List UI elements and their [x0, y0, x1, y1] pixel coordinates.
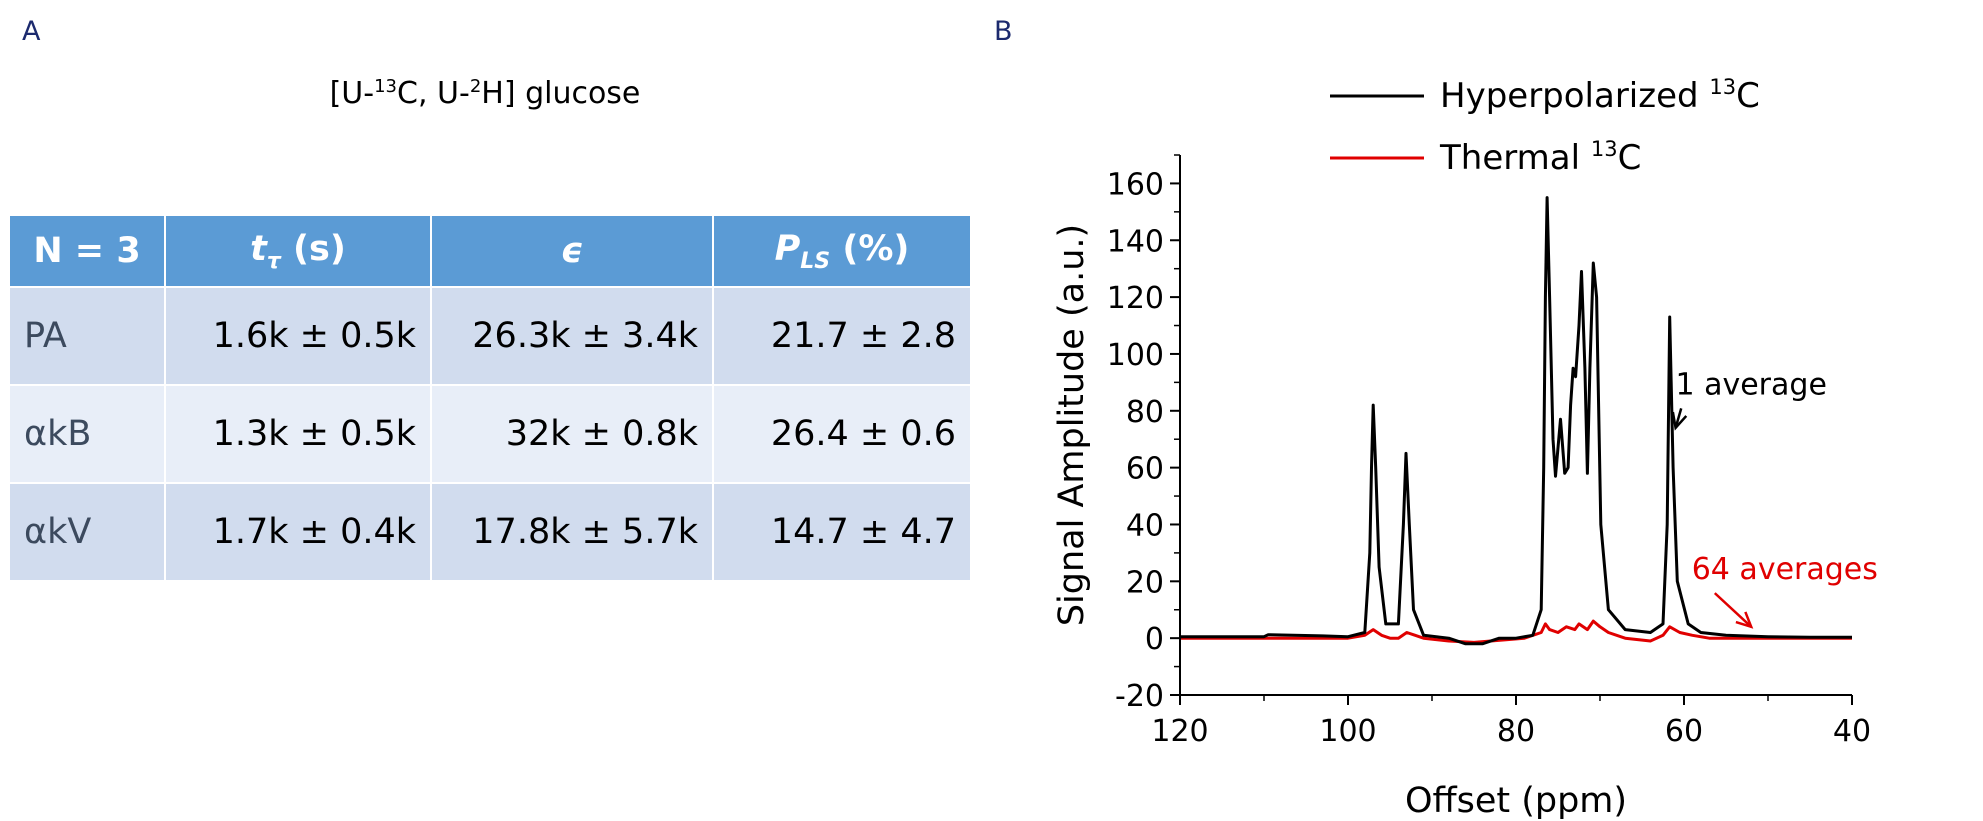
row-label: αkV: [8, 482, 166, 582]
panel-label-a: A: [22, 16, 41, 47]
annotation-label: 64 averages: [1692, 552, 1878, 587]
series-line-1: [1180, 619, 1852, 644]
annotation-arrowhead: [1735, 611, 1754, 629]
results-table: N = 3 tτ (s) ϵ PLS (%) PA 1.6k ± 0.5k 26…: [8, 214, 972, 582]
annotation-arrow: [1713, 592, 1753, 628]
y-tick-label: 140: [1107, 224, 1164, 259]
cell-epsilon: 26.3k ± 3.4k: [430, 286, 714, 386]
y-tick-label: 0: [1145, 622, 1164, 657]
table-row: αkV 1.7k ± 0.4k 17.8k ± 5.7k 14.7 ± 4.7: [8, 482, 972, 582]
x-tick-label: 60: [1665, 714, 1703, 749]
cell-p-ls: 14.7 ± 4.7: [712, 482, 972, 582]
x-tick-label: 120: [1151, 714, 1208, 749]
cell-p-ls: 21.7 ± 2.8: [712, 286, 972, 386]
x-tick-label: 80: [1497, 714, 1535, 749]
y-tick-label: 160: [1107, 167, 1164, 202]
y-tick-label: -20: [1115, 679, 1164, 714]
header-epsilon: ϵ: [430, 214, 714, 288]
table-header-row: N = 3 tτ (s) ϵ PLS (%): [8, 214, 972, 288]
title-post: H] glucose: [481, 76, 641, 111]
annotation-arrowhead: [1671, 411, 1688, 431]
cell-t-tau: 1.7k ± 0.4k: [164, 482, 432, 582]
legend-label: Hyperpolarized 13C: [1440, 75, 1760, 116]
cell-t-tau: 1.6k ± 0.5k: [164, 286, 432, 386]
cell-p-ls: 26.4 ± 0.6: [712, 384, 972, 484]
series-line-0: [1180, 196, 1852, 646]
title-sup1: 13: [374, 76, 397, 97]
cell-epsilon: 17.8k ± 5.7k: [430, 482, 714, 582]
title-pre: [U-: [329, 76, 375, 111]
y-tick-label: 60: [1126, 452, 1164, 487]
table-row: PA 1.6k ± 0.5k 26.3k ± 3.4k 21.7 ± 2.8: [8, 286, 972, 386]
header-n: N = 3: [8, 214, 166, 288]
legend-label: Thermal 13C: [1439, 137, 1641, 178]
x-tick-label: 40: [1833, 714, 1871, 749]
row-label: αkB: [8, 384, 166, 484]
y-axis-label: Signal Amplitude (a.u.): [1052, 224, 1092, 626]
row-label: PA: [8, 286, 166, 386]
title-sup2: 2: [469, 76, 482, 97]
annotation-label: 1 average: [1675, 367, 1826, 402]
x-axis-label: Offset (ppm): [1405, 781, 1627, 821]
y-tick-label: 120: [1107, 281, 1164, 316]
y-tick-label: 40: [1126, 508, 1164, 543]
annotation-arrow: [1674, 408, 1683, 429]
panel-label-b: B: [994, 16, 1013, 47]
table-title: [U-13C, U-2H] glucose: [0, 76, 970, 111]
cell-t-tau: 1.3k ± 0.5k: [164, 384, 432, 484]
x-tick-label: 100: [1319, 714, 1376, 749]
y-tick-label: 20: [1126, 565, 1164, 600]
y-tick-label: 100: [1107, 338, 1164, 373]
cell-epsilon: 32k ± 0.8k: [430, 384, 714, 484]
table-row: αkB 1.3k ± 0.5k 32k ± 0.8k 26.4 ± 0.6: [8, 384, 972, 484]
header-t-tau: tτ (s): [164, 214, 432, 288]
y-tick-label: 80: [1126, 395, 1164, 430]
title-mid: C, U-: [397, 76, 470, 111]
header-p-ls: PLS (%): [712, 214, 972, 288]
